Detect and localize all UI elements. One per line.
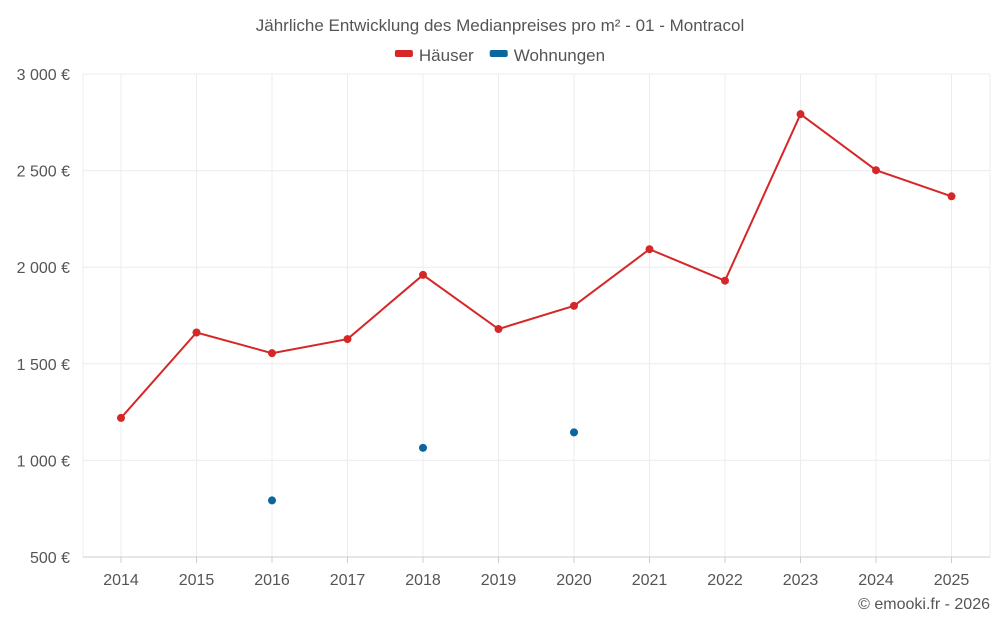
data-point-häuser[interactable]	[343, 335, 352, 344]
data-point-häuser[interactable]	[796, 110, 805, 119]
series-layer	[117, 110, 956, 505]
series-line-häuser	[120, 112, 952, 419]
x-axis: 2014 2015 2016 2017 2018 2019 2020 2021 2022 2023…	[83, 556, 990, 589]
series-wohnungen	[268, 428, 578, 505]
data-point-häuser[interactable]	[872, 166, 880, 175]
chart-title: Jährliche Entwicklung des Medianpreises …	[256, 16, 744, 35]
legend-swatch	[489, 50, 508, 57]
data-point-wohnungen[interactable]	[419, 443, 427, 452]
x-tick-label: 2014	[103, 572, 139, 589]
data-point-häuser[interactable]	[494, 325, 503, 334]
data-point-häuser[interactable]	[268, 349, 276, 358]
x-tick-label: 2024	[858, 572, 894, 589]
data-point-häuser[interactable]	[117, 413, 125, 422]
x-tick-label: 2015	[179, 572, 215, 589]
legend-label: Wohnungen	[514, 46, 605, 65]
x-tick-label: 2023	[783, 572, 819, 589]
legend[interactable]: Häuser Wohnungen	[394, 46, 605, 65]
x-tick-label: 2018	[405, 572, 441, 589]
x-tick-label: 2025	[934, 572, 970, 589]
data-point-häuser[interactable]	[570, 301, 578, 310]
y-tick-label: 500 €	[30, 550, 70, 567]
y-tick-label: 3 000 €	[17, 67, 70, 84]
data-point-häuser[interactable]	[419, 270, 427, 279]
legend-item-wohnungen[interactable]: Wohnungen	[489, 46, 605, 65]
series-häuser	[117, 110, 956, 422]
y-tick-label: 2 000 €	[17, 260, 70, 277]
data-point-wohnungen[interactable]	[268, 496, 276, 505]
x-tick-label: 2022	[707, 572, 743, 589]
data-point-häuser[interactable]	[947, 192, 956, 201]
x-tick-label: 2019	[481, 572, 517, 589]
data-point-wohnungen[interactable]	[570, 428, 578, 437]
credit-text: © emooki.fr - 2026	[858, 596, 990, 613]
legend-item-häuser[interactable]: Häuser	[394, 46, 474, 65]
data-point-häuser[interactable]	[721, 276, 729, 285]
x-tick-label: 2021	[632, 572, 668, 589]
grid	[82, 73, 991, 557]
legend-swatch	[394, 50, 413, 57]
y-tick-label: 1 000 €	[17, 453, 70, 470]
y-axis: 500 € 1 000 € 1 500 € 2 000 € 2 500 € 3 000 €	[17, 67, 70, 567]
legend-label: Häuser	[419, 46, 474, 65]
x-tick-label: 2017	[330, 572, 366, 589]
x-tick-label: 2016	[254, 572, 290, 589]
y-tick-label: 2 500 €	[17, 164, 70, 181]
data-point-häuser[interactable]	[192, 328, 201, 337]
y-tick-label: 1 500 €	[17, 357, 70, 374]
x-tick-label: 2020	[556, 572, 592, 589]
data-point-häuser[interactable]	[645, 245, 654, 254]
